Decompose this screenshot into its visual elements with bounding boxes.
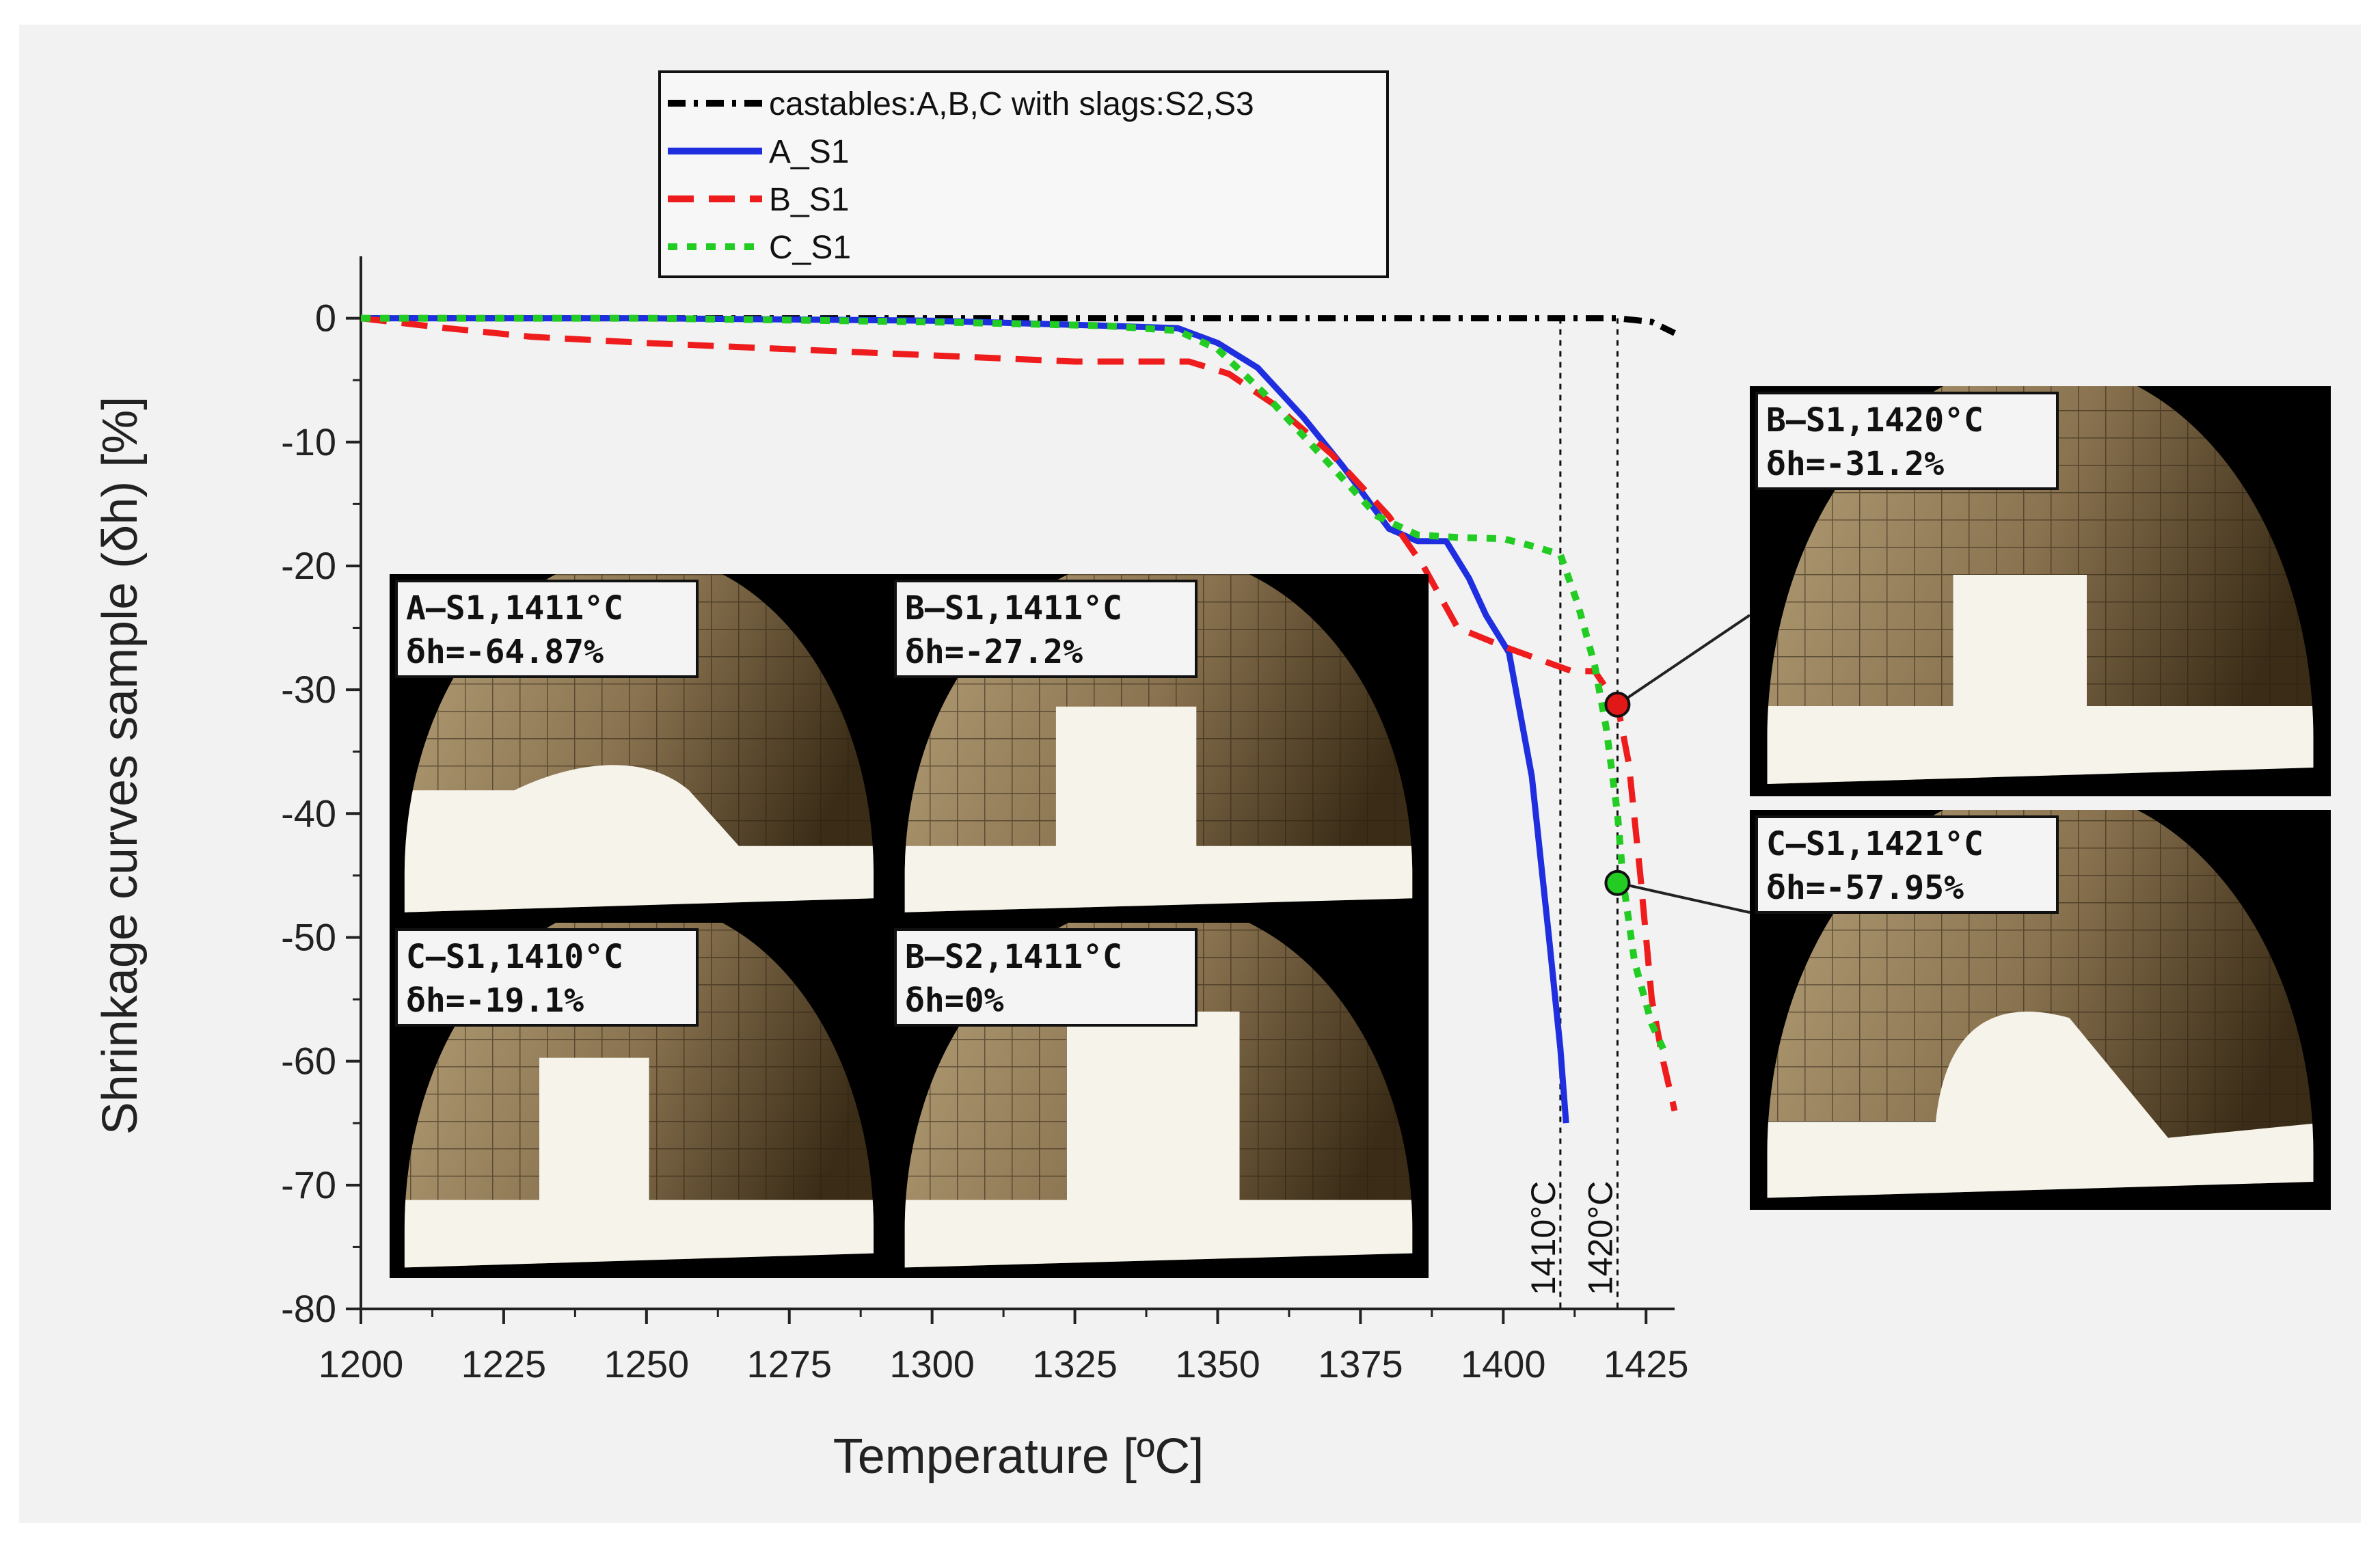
y-tick-label: -80 [281, 1287, 336, 1330]
x-tick-label: 1425 [1604, 1342, 1689, 1385]
vertical-marker-label: 1410°C [1524, 1181, 1563, 1295]
legend-label: A_S1 [769, 134, 849, 170]
photo-label-line1: B–S1,1411°C [905, 589, 1122, 627]
x-tick-label: 1375 [1318, 1342, 1403, 1385]
sample-silhouette [904, 1012, 1413, 1268]
y-tick-label: -20 [281, 544, 336, 587]
photo-inset-b-s2-1411: B–S2,1411°C δh=0% [889, 923, 1429, 1278]
x-tick-label: 1325 [1032, 1342, 1118, 1385]
photo-label-line1: C–S1,1410°C [406, 938, 623, 976]
sample-silhouette [404, 765, 874, 912]
photo-label-line1: A–S1,1411°C [406, 589, 623, 627]
sample-silhouette [904, 706, 1413, 912]
highlight-point [1604, 869, 1631, 896]
photo-label-box [894, 580, 1198, 678]
x-tick-label: 1300 [889, 1342, 975, 1385]
x-tick-label: 1275 [746, 1342, 832, 1385]
legend-label: C_S1 [769, 230, 851, 266]
photo-label-line2: δh=-64.87% [406, 633, 604, 671]
photo-inset-b-s1-1420: B–S1,1420°C δh=-31.2% [1750, 386, 2331, 796]
series-line-a-s1 [361, 315, 1569, 1124]
photo-label-line1: B–S1,1420°C [1766, 401, 1984, 439]
photo-label-line2: δh=-31.2% [1766, 445, 1944, 483]
legend-box [658, 70, 1389, 278]
photo-label-line2: δh=-27.2% [905, 633, 1083, 671]
series-line-b-s1 [360, 315, 1678, 1112]
legend: castables:A,B,C with slags:S2,S3 A_S1 B_S1… [658, 70, 1389, 278]
photo-label-box [395, 928, 699, 1027]
photo-inset-c-s1-1410: C–S1,1410°C δh=-19.1% [390, 923, 889, 1278]
series-line-c-s1 [361, 314, 1666, 1051]
sample-silhouette [1767, 1012, 2314, 1198]
x-tick-label: 1400 [1461, 1342, 1546, 1385]
y-tick-label: 0 [315, 297, 336, 340]
photo-label-box [1755, 392, 2059, 490]
highlight-point [1604, 691, 1631, 718]
leader-line [1617, 614, 1751, 706]
photo-label-line2: δh=0% [905, 982, 1004, 1020]
photo-inset-b-s1-1411: B–S1,1411°C δh=-27.2% [889, 574, 1429, 923]
photo-label-box [395, 580, 699, 678]
y-tick-label: -50 [281, 915, 336, 958]
photo-label-line2: δh=-57.95% [1766, 869, 1964, 907]
y-tick-label: -40 [281, 792, 336, 835]
photo-label-box [894, 928, 1198, 1027]
y-tick-label: -10 [281, 420, 336, 463]
x-tick-label: 1350 [1175, 1342, 1260, 1385]
y-axis-title: Shrinkage curves sample (δh) [%] [93, 396, 148, 1135]
x-tick-label: 1250 [604, 1342, 690, 1385]
photo-inset-a-s1-1411: A–S1,1411°C δh=-64.87% [390, 574, 889, 923]
x-tick-label: 1225 [461, 1342, 547, 1385]
photo-label-line1: B–S2,1411°C [905, 938, 1122, 976]
photo-label-box [1755, 815, 2059, 914]
x-axis-title: Temperature [ºC] [833, 1429, 1204, 1484]
photo-label-line1: C–S1,1421°C [1766, 825, 1984, 863]
leader-line [1617, 881, 1750, 914]
sample-silhouette [1767, 575, 2314, 784]
y-tick-label: -70 [281, 1163, 336, 1206]
photo-insets: A–S1,1411°C δh=-64.87% B–S1,1411°C δh=-27.2… [390, 386, 2331, 1278]
x-tick-label: 1200 [319, 1342, 404, 1385]
y-tick-label: -60 [281, 1040, 336, 1083]
sample-silhouette [404, 1057, 874, 1268]
vertical-marker-label: 1420°C [1581, 1181, 1619, 1295]
legend-label: B_S1 [769, 182, 849, 218]
plot-area: 0 -10 -20 -30 -40 -50 -60 -70 -80 1200 1225 1250 127… [281, 256, 1751, 1385]
legend-label: castables:A,B,C with slags:S2,S3 [769, 86, 1254, 122]
photo-inset-c-s1-1421: C–S1,1421°C δh=-57.95% [1750, 810, 2331, 1210]
photo-label-line2: δh=-19.1% [406, 982, 584, 1020]
y-tick-label: -30 [281, 668, 336, 711]
